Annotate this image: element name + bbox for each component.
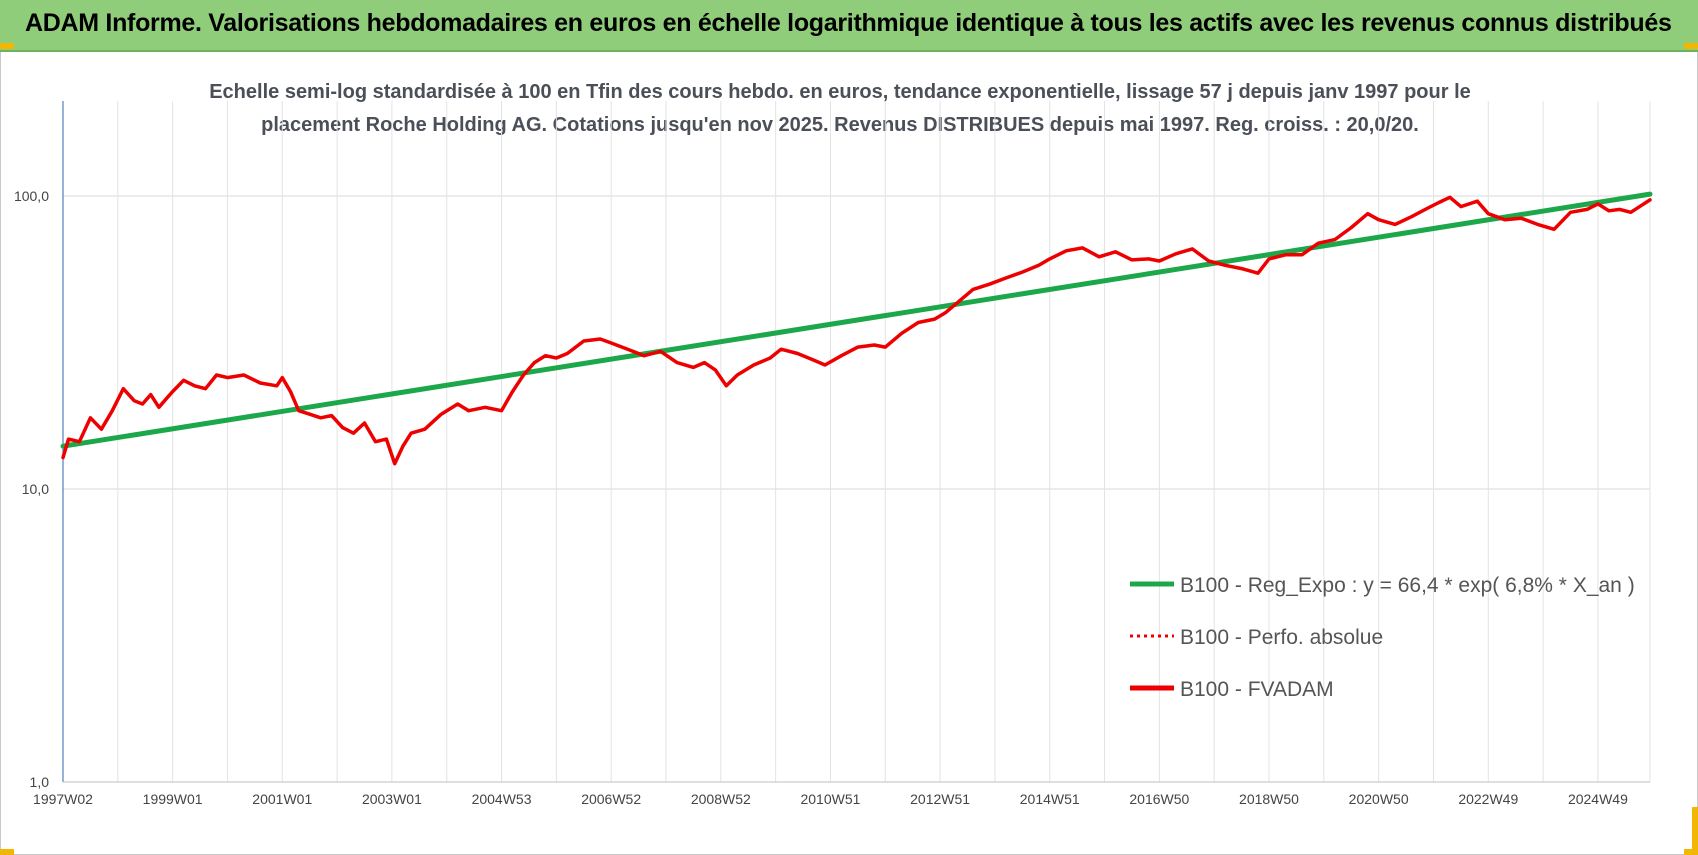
- series-line-0: [60, 191, 1653, 449]
- x-tick-label: 2003W01: [362, 791, 422, 807]
- x-tick-label: 2014W51: [1020, 791, 1080, 807]
- y-tick-label: 100,0: [14, 188, 49, 204]
- x-tick-label: 2024W49: [1568, 791, 1628, 807]
- legend-label-0: B100 - Reg_Expo : y = 66,4 * exp( 6,8% *…: [1180, 574, 1635, 597]
- x-tick-label: 1997W02: [33, 791, 93, 807]
- x-tick-label: 2018W50: [1239, 791, 1299, 807]
- x-tick-label: 2022W49: [1458, 791, 1518, 807]
- x-tick-label: 2004W53: [472, 791, 532, 807]
- x-tick-label: 2012W51: [910, 791, 970, 807]
- corner-marker-bottom-left: [0, 849, 14, 855]
- x-tick-label: 2016W50: [1129, 791, 1189, 807]
- y-tick-label: 10,0: [22, 481, 49, 497]
- corner-marker-top-left: [0, 43, 14, 49]
- x-tick-label: 2001W01: [252, 791, 312, 807]
- x-tick-label: 2010W51: [800, 791, 860, 807]
- y-tick-label: 1,0: [30, 774, 50, 790]
- legend-label-1: B100 - Perfo. absolue: [1180, 626, 1383, 649]
- chart-title-line-1: Echelle semi-log standardisée à 100 en T…: [209, 81, 1471, 103]
- header-banner: ADAM Informe. Valorisations hebdomadaire…: [0, 0, 1698, 52]
- corner-marker-bottom-right-h: [1684, 849, 1698, 855]
- x-tick-label: 2020W50: [1349, 791, 1409, 807]
- x-tick-label: 2006W52: [581, 791, 641, 807]
- legend-label-2: B100 - FVADAM: [1180, 678, 1334, 701]
- x-tick-label: 2008W52: [691, 791, 751, 807]
- corner-marker-bottom-right-v: [1692, 807, 1698, 855]
- chart-title-line-2: placement Roche Holding AG. Cotations ju…: [261, 114, 1419, 136]
- series-line-2: [61, 195, 1652, 466]
- chart-title: Echelle semi-log standardisée à 100 en T…: [200, 76, 1480, 142]
- banner-title: ADAM Informe. Valorisations hebdomadaire…: [25, 9, 1672, 37]
- corner-marker-top-right: [1684, 43, 1698, 49]
- x-tick-label: 1999W01: [143, 791, 203, 807]
